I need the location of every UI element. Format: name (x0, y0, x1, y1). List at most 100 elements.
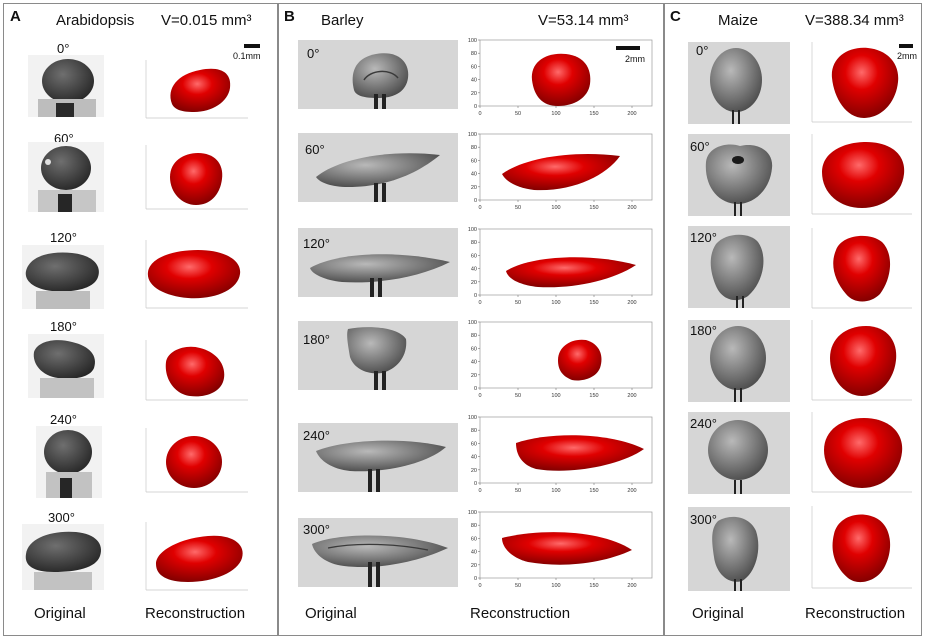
x-tick-label: 100 (551, 583, 560, 589)
panel-c-species: Maize (718, 12, 759, 29)
panel-c-reconstruction-240 (811, 412, 912, 493)
panel-c-angle-0: 0° (696, 43, 709, 58)
panel-a-reconstruction-300 (145, 522, 248, 591)
panel-a-species: Arabidopsis (56, 12, 135, 29)
panel-c-original-240 (688, 412, 790, 494)
y-tick-label: 60 (471, 441, 477, 447)
y-tick-label: 40 (471, 455, 477, 461)
y-tick-label: 80 (471, 428, 477, 434)
x-tick-label: 150 (589, 488, 598, 494)
panel-c-letter: C (670, 8, 681, 25)
y-tick-label: 100 (468, 132, 477, 138)
panel-b-reconstruction-300: 0 20 40 60 80 100 0 50 100 150 200 (468, 510, 653, 589)
y-tick-label: 0 (474, 293, 477, 299)
panel-b-reconstruction-label: Reconstruction (470, 605, 571, 622)
panel-a-original-300 (22, 524, 104, 590)
panel-a-original-180 (28, 334, 104, 398)
panel-c-angle-120: 120° (690, 230, 717, 245)
panel-c-reconstruction-180 (811, 320, 912, 401)
reconstruction-shape (558, 339, 602, 381)
y-tick-label: 0 (474, 576, 477, 582)
panel-b-original-label: Original (305, 605, 357, 622)
y-tick-label: 20 (471, 373, 477, 379)
panel-b-reconstruction-120: 0 20 40 60 80 100 0 50 100 150 200 (468, 227, 653, 306)
panel-a-reconstruction-240 (145, 428, 248, 493)
x-tick-label: 50 (515, 488, 521, 494)
panel-a-angle-300: 300° (48, 510, 75, 525)
panel-c-scale-label: 2mm (897, 51, 917, 61)
y-tick-label: 40 (471, 550, 477, 556)
x-tick-label: 0 (478, 393, 481, 399)
x-tick-label: 100 (551, 488, 560, 494)
y-tick-label: 80 (471, 333, 477, 339)
y-tick-label: 100 (468, 227, 477, 233)
plot-frame (479, 39, 653, 107)
panel-c-original-60 (688, 134, 790, 216)
y-tick-label: 40 (471, 78, 477, 84)
panel-b-angle-180: 180° (303, 332, 330, 347)
panel-c-angle-180: 180° (690, 323, 717, 338)
panel-c-original-120 (688, 226, 790, 308)
panel-c-original-0 (688, 42, 790, 124)
panel-b-original-240 (298, 423, 458, 492)
panel-a-frame (3, 3, 278, 636)
y-tick-label: 60 (471, 64, 477, 70)
y-tick-label: 100 (468, 415, 477, 421)
panel-b-angle-240: 240° (303, 428, 330, 443)
y-tick-label: 60 (471, 253, 477, 259)
y-tick-label: 40 (471, 267, 477, 273)
y-tick-label: 100 (468, 510, 477, 516)
panel-b-reconstruction-240: 0 20 40 60 80 100 0 50 100 150 200 (468, 415, 653, 494)
y-tick-label: 40 (471, 172, 477, 178)
panel-c-reconstruction-0 (811, 42, 912, 123)
x-tick-label: 150 (589, 111, 598, 117)
x-tick-label: 200 (627, 488, 636, 494)
panel-a-original-label: Original (34, 605, 86, 622)
panel-b-scale-bar (616, 46, 640, 50)
y-tick-label: 20 (471, 280, 477, 286)
panel-b-angle-300: 300° (303, 522, 330, 537)
x-tick-label: 200 (627, 583, 636, 589)
x-tick-label: 0 (478, 111, 481, 117)
reconstruction-shape (516, 435, 644, 471)
panel-a-reconstruction-180 (145, 340, 248, 401)
x-tick-label: 200 (627, 300, 636, 306)
panel-b-angle-60: 60° (305, 142, 325, 157)
panel-c-frame (664, 3, 922, 636)
x-tick-label: 150 (589, 393, 598, 399)
y-tick-label: 0 (474, 481, 477, 487)
x-tick-label: 50 (515, 583, 521, 589)
y-tick-label: 80 (471, 523, 477, 529)
panel-a-scale-bar (244, 44, 260, 48)
panel-a-angle-120: 120° (50, 230, 77, 245)
panel-a-original-0 (28, 55, 104, 117)
panel-a-volume: V=0.015 mm³ (161, 12, 252, 29)
panel-a-reconstruction-120 (145, 240, 248, 309)
y-tick-label: 100 (468, 320, 477, 326)
y-tick-label: 20 (471, 468, 477, 474)
panel-c-angle-300: 300° (690, 512, 717, 527)
panel-c-volume: V=388.34 mm³ (805, 12, 904, 29)
x-tick-label: 0 (478, 583, 481, 589)
reconstruction-shape (531, 53, 591, 106)
x-tick-label: 100 (551, 300, 560, 306)
y-tick-label: 40 (471, 360, 477, 366)
y-tick-label: 0 (474, 198, 477, 204)
panel-b-original-180 (298, 321, 458, 390)
y-tick-label: 20 (471, 91, 477, 97)
x-tick-label: 200 (627, 393, 636, 399)
panel-b-reconstruction-0: 0 20 40 60 80 100 0 50 100 150 200 (468, 38, 653, 117)
panel-a-angle-180: 180° (50, 319, 77, 334)
panel-a-angle-0: 0° (57, 41, 70, 56)
x-tick-label: 200 (627, 205, 636, 211)
y-tick-label: 80 (471, 51, 477, 57)
panel-b-original-0 (298, 40, 458, 109)
y-tick-label: 60 (471, 536, 477, 542)
y-tick-label: 100 (468, 38, 477, 44)
panel-a-letter: A (10, 8, 21, 25)
panel-c-reconstruction-120 (811, 228, 912, 309)
reconstruction-shape (502, 532, 632, 565)
panel-b-scale-label: 2mm (625, 54, 645, 64)
panel-c-reconstruction-300 (811, 506, 912, 589)
x-tick-label: 150 (589, 583, 598, 589)
